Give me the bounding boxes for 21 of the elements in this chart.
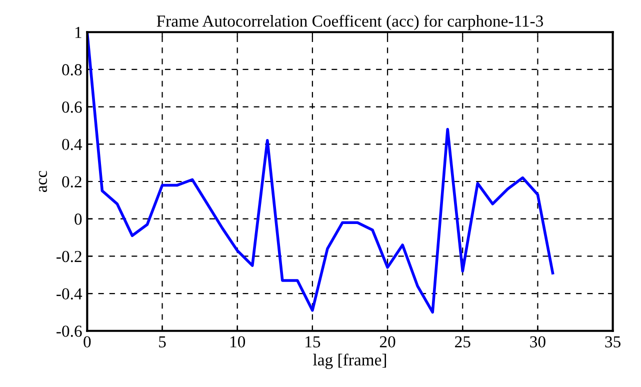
y-tick-label: 0.2 [62,176,82,188]
x-tick-label: 20 [380,336,396,348]
x-tick-label: 25 [455,336,470,348]
y-tick-label: -0.2 [56,250,82,262]
y-axis-title: acc [38,170,47,192]
x-tick-label: 10 [230,336,246,348]
y-tick-label: 0 [74,214,82,225]
x-tick-label: 5 [159,336,166,348]
y-tick-label: 0.6 [62,102,82,113]
x-axis-title: lag [frame] [313,354,386,369]
x-tick-label: 35 [605,336,620,348]
y-tick-label: 1 [75,26,82,38]
y-tick-label: 0.8 [62,64,82,76]
x-tick-label: 0 [84,336,91,348]
y-tick-label: -0.6 [56,326,82,337]
x-tick-label: 30 [530,336,546,348]
y-tick-label: 0.4 [62,138,82,150]
x-tick-label: 15 [306,336,320,348]
line-series [87,32,554,314]
y-tick-label: -0.4 [56,288,82,300]
chart-title: Frame Autocorrelation Coefficent (acc) for carphone-11-3 [156,14,543,30]
